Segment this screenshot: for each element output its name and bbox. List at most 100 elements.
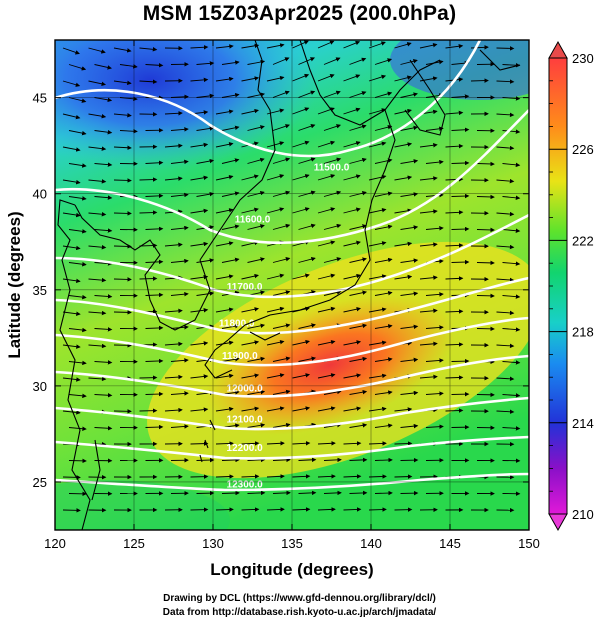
wind-arrow [113, 113, 132, 118]
wind-arrow [221, 323, 240, 329]
wind-arrow [502, 360, 521, 365]
wind-arrow [349, 389, 368, 395]
wind-arrow [272, 124, 290, 131]
wind-arrow [113, 145, 132, 150]
temperature-field: 11500.0 11600.0 11700.0 11800.0 11900.0 12000… [55, 40, 529, 530]
wind-arrow [470, 78, 489, 83]
wind-arrow [215, 76, 234, 82]
contour-label: 11900.0 [222, 351, 258, 362]
wind-arrow [88, 212, 107, 217]
y-tick-label: 45 [33, 91, 47, 106]
wind-arrow [68, 130, 87, 136]
wind-arrow [496, 310, 515, 316]
wind-arrow [272, 490, 291, 496]
wind-arrow [445, 44, 464, 49]
wind-arrow [368, 406, 387, 412]
height-contours: 11500.0 11600.0 11700.0 11800.0 11900.0 12000… [55, 40, 529, 492]
wind-arrow [221, 92, 240, 98]
wind-arrow [496, 112, 515, 118]
wind-arrow [170, 258, 189, 264]
wind-arrow [68, 261, 87, 267]
height-contour [55, 40, 482, 158]
wind-arrow [445, 375, 464, 380]
wind-arrow [425, 292, 444, 297]
wind-arrow [298, 256, 316, 263]
wind-arrow [368, 274, 387, 280]
wind-arrow [215, 373, 234, 379]
wind-arrow [419, 275, 438, 280]
wind-arrow [196, 126, 215, 131]
wind-arrow [247, 490, 266, 496]
colorbar-ticks: 230 226 222 218 214 210 [549, 51, 594, 522]
wind-arrow [94, 64, 112, 70]
wind-arrow [215, 174, 234, 181]
wind-arrow [241, 406, 260, 412]
wind-arrow [215, 474, 234, 479]
wind-arrow [445, 276, 464, 281]
wind-arrow [349, 91, 367, 98]
wind-arrow [272, 90, 290, 98]
wind-arrow [349, 124, 367, 131]
wind-arrow [298, 157, 316, 164]
wind-arrow [394, 42, 412, 49]
contour-label: 12100.0 [227, 414, 264, 425]
wind-arrow [368, 340, 387, 346]
wind-arrow [419, 43, 438, 49]
wind-arrow [343, 107, 361, 115]
wind-arrow [88, 277, 107, 283]
wind-arrow [317, 507, 336, 512]
wind-arrow [266, 474, 285, 479]
wind-arrow [247, 257, 265, 263]
wind-arrow [145, 358, 164, 364]
wind-arrow [343, 174, 361, 181]
wind-arrow [113, 178, 132, 183]
colorbar-label: 210 [572, 507, 594, 522]
wind-arrow [241, 174, 259, 181]
wind-arrow [94, 261, 113, 266]
wind-arrow [164, 143, 183, 149]
wind-arrow [298, 124, 316, 131]
wind-arrow [94, 162, 113, 167]
wind-arrow [247, 190, 265, 197]
wind-arrow [215, 44, 234, 49]
wind-arrow [292, 441, 311, 446]
wind-arrow [343, 441, 362, 446]
colorbar-label: 218 [572, 325, 594, 340]
wind-arrow [247, 125, 265, 131]
wind-arrow [368, 507, 387, 512]
wind-arrow [241, 273, 259, 280]
wind-arrow [343, 373, 362, 379]
wind-arrow [451, 259, 470, 265]
wind-arrow [343, 40, 361, 49]
wind-arrow [266, 273, 285, 280]
wind-arrow [323, 257, 342, 263]
wind-arrow [445, 309, 464, 314]
wind-arrow [241, 76, 260, 82]
wind-arrow [241, 507, 260, 512]
wind-arrow [241, 307, 260, 313]
wind-arrow [425, 325, 444, 330]
wind-arrow [215, 307, 234, 313]
wind-arrow [68, 229, 87, 234]
wind-arrow [94, 129, 113, 135]
wind-arrow [94, 228, 113, 233]
wind-arrow [292, 373, 311, 379]
wind-arrow [241, 474, 260, 479]
wind-arrow [349, 457, 368, 463]
wind-arrow [349, 490, 368, 496]
wind-arrow [68, 64, 87, 71]
wind-arrow [323, 457, 342, 463]
wind-arrow [368, 207, 387, 214]
wind-arrow [247, 157, 265, 164]
wind-arrow [323, 490, 342, 496]
wind-arrow [425, 159, 444, 165]
wind-arrow [266, 141, 285, 148]
wind-arrow [317, 306, 336, 313]
wind-arrow [298, 190, 316, 197]
wind-arrow [113, 80, 132, 86]
wind-arrow [374, 91, 393, 98]
wind-arrow [445, 342, 464, 347]
wind-arrow [215, 208, 234, 214]
wind-arrow [425, 358, 444, 363]
